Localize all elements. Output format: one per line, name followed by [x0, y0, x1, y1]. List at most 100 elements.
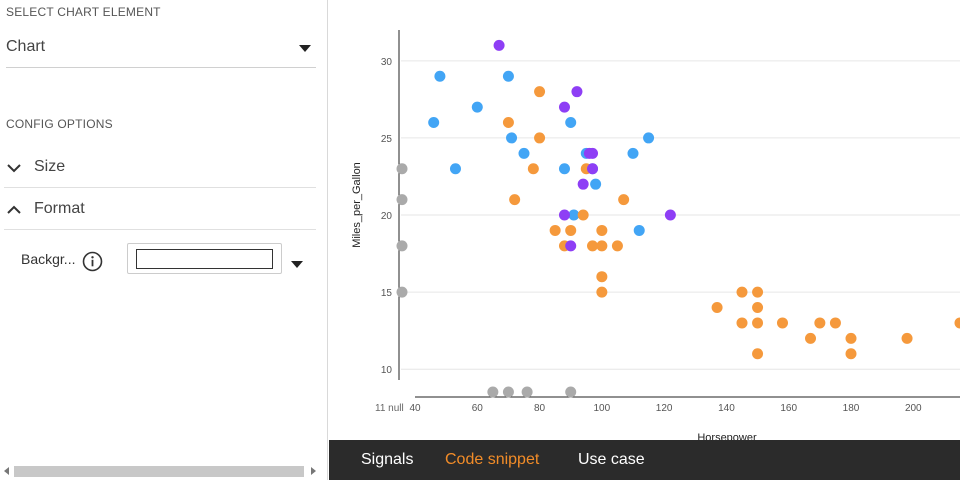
scatter-point	[449, 163, 461, 175]
scatter-point	[534, 132, 546, 144]
scatter-point	[565, 117, 577, 129]
scatter-point	[502, 70, 514, 82]
scrollbar-thumb[interactable]	[14, 466, 304, 477]
scatter-point	[643, 132, 655, 144]
chevron-down-icon	[7, 164, 21, 173]
null-point	[396, 286, 408, 298]
scatter-point	[471, 101, 483, 113]
size-section-label: Size	[34, 158, 66, 175]
scatter-point	[428, 117, 440, 129]
tab-signals[interactable]: Signals	[361, 451, 414, 468]
scatter-point	[506, 132, 518, 144]
scroll-right-icon[interactable]	[311, 467, 316, 475]
scatter-point	[633, 224, 645, 236]
scatter-point	[558, 163, 570, 175]
x-tick-label: 40	[409, 403, 421, 414]
scatter-point	[829, 317, 841, 329]
x-axis-title: Horsepower	[697, 432, 757, 440]
chart-area: 10 15 20 25 30 40 60 80 100 120 140 160 180 200 11 nu…	[329, 0, 960, 440]
scatter-point	[954, 317, 960, 329]
scatter-point	[434, 70, 446, 82]
config-options-heading: CONFIG OPTIONS	[6, 117, 113, 131]
config-panel: SELECT CHART ELEMENT Chart CONFIG OPTION…	[0, 0, 328, 480]
x-tick-label: 120	[656, 403, 673, 414]
scatter-point	[752, 302, 764, 314]
scatter-point	[776, 317, 788, 329]
scatter-point	[565, 240, 577, 252]
scatter-point	[618, 194, 630, 206]
scatter-point	[611, 240, 623, 252]
format-section-toggle[interactable]: Format	[4, 190, 316, 230]
null-point	[502, 386, 514, 398]
y-tick-label: 25	[381, 134, 393, 145]
scatter-point	[596, 271, 608, 283]
horizontal-scrollbar[interactable]	[0, 462, 320, 480]
scatter-point	[596, 286, 608, 298]
scatter-point	[752, 317, 764, 329]
y-axis-title: Miles_per_Gallon	[351, 162, 363, 248]
scatter-point	[509, 194, 521, 206]
scatter-point	[736, 317, 748, 329]
x-tick-label: 60	[472, 403, 484, 414]
scatter-point	[752, 348, 764, 360]
null-point	[396, 194, 408, 206]
scatter-point	[814, 317, 826, 329]
scatter-point	[565, 224, 577, 236]
scatter-point	[577, 178, 589, 190]
chart-element-select[interactable]: Chart	[6, 30, 316, 68]
info-icon[interactable]	[82, 251, 103, 272]
scatter-point	[736, 286, 748, 298]
x-tick-label: 180	[843, 403, 860, 414]
scatter-point	[587, 240, 599, 252]
scatter-point	[502, 117, 514, 129]
scatter-point	[711, 302, 723, 314]
x-tick-label: 160	[780, 403, 797, 414]
bottom-tab-bar: Signals Code snippet Use case	[329, 440, 960, 480]
scatter-point	[534, 86, 546, 98]
scatter-point	[571, 86, 583, 98]
scatter-point	[901, 332, 913, 344]
chevron-down-icon	[299, 45, 311, 52]
x-tick-label: 100	[594, 403, 611, 414]
scatter-point	[664, 209, 676, 221]
scatter-point	[845, 348, 857, 360]
y-tick-label: 10	[381, 365, 393, 376]
background-label: Backgr...	[21, 251, 76, 267]
null-count-label: 11 null	[375, 403, 404, 414]
scatter-point	[845, 332, 857, 344]
scatter-point	[805, 332, 817, 344]
x-tick-label: 140	[718, 403, 735, 414]
scatter-point	[752, 286, 764, 298]
scatter-point	[587, 163, 599, 175]
scatter-point	[568, 209, 580, 221]
chart-element-select-value: Chart	[6, 38, 46, 55]
scatter-point	[493, 39, 505, 51]
null-point	[487, 386, 499, 398]
background-color-swatch	[136, 249, 273, 269]
scatter-point	[558, 101, 570, 113]
scatter-point	[590, 178, 602, 190]
size-section-toggle[interactable]: Size	[4, 148, 316, 188]
scatter-point	[577, 209, 589, 221]
scroll-left-icon[interactable]	[4, 467, 9, 475]
color-dropdown-chevron-icon[interactable]	[291, 261, 303, 268]
tab-code-snippet[interactable]: Code snippet	[445, 451, 540, 468]
x-tick-label: 200	[905, 403, 922, 414]
scatter-point	[549, 224, 561, 236]
y-tick-label: 20	[381, 211, 393, 222]
null-point	[396, 163, 408, 175]
tab-use-case[interactable]: Use case	[578, 451, 645, 468]
select-chart-element-heading: SELECT CHART ELEMENT	[6, 5, 161, 19]
null-point	[521, 386, 533, 398]
scatter-chart: 10 15 20 25 30 40 60 80 100 120 140 160 180 200 11 nu…	[351, 30, 960, 440]
null-point	[565, 386, 577, 398]
scatter-point	[596, 224, 608, 236]
scatter-point	[596, 240, 608, 252]
chevron-up-icon	[7, 205, 21, 214]
format-section-label: Format	[34, 200, 85, 217]
scatter-point	[587, 147, 599, 159]
y-tick-label: 15	[381, 288, 393, 299]
scatter-point	[627, 147, 639, 159]
background-color-picker[interactable]	[127, 243, 282, 274]
scatter-point	[518, 147, 530, 159]
